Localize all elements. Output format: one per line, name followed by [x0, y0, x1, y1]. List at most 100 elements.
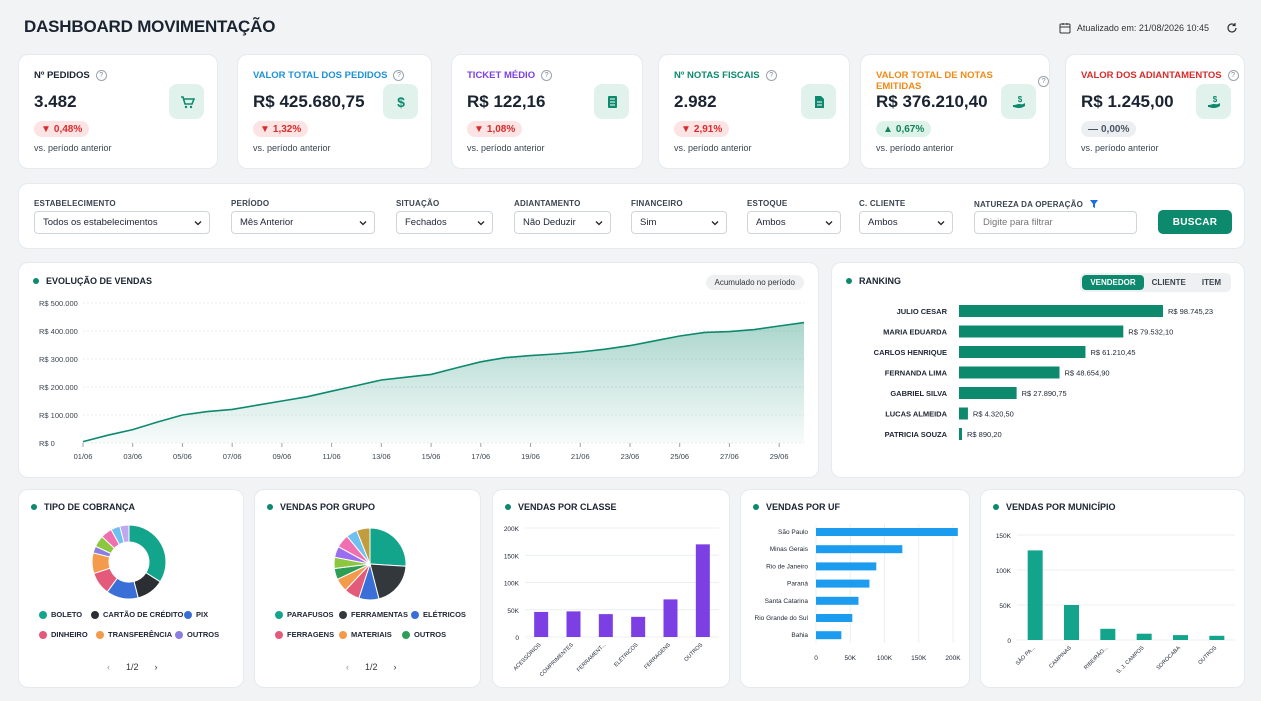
bar: [959, 366, 1060, 379]
bar: [1136, 633, 1152, 640]
trend-icon: ▼: [474, 123, 484, 135]
trend-icon: ▼: [260, 123, 270, 135]
chevron-down-icon: [711, 221, 719, 226]
bar-category-label: Bahia: [791, 632, 808, 639]
chevron-left-icon[interactable]: ‹: [346, 662, 349, 672]
help-icon[interactable]: ?: [765, 70, 777, 81]
kpi-delta: 1,08%: [486, 123, 516, 135]
help-icon[interactable]: ?: [95, 70, 107, 81]
kpi-delta-badge: ▲ 0,67%: [876, 121, 932, 137]
legend-item: DINHEIRO: [39, 630, 88, 639]
vendas-grupo-title: VENDAS POR GRUPO: [267, 502, 375, 512]
trend-icon: ▼: [41, 123, 51, 135]
chevron-down-icon: [937, 221, 945, 226]
x-tick-label: CAMPINAS: [1048, 645, 1073, 670]
y-tick-label: 0: [1007, 638, 1011, 645]
select-financeiro[interactable]: Sim: [631, 211, 727, 234]
filter-label-estabelecimento: ESTABELECIMENTO: [34, 199, 116, 208]
legend-label: DINHEIRO: [51, 630, 88, 639]
accumulated-badge: Acumulado no período: [705, 275, 804, 290]
bar-category-label: MARIA EDUARDA: [883, 328, 947, 337]
kpi-value: R$ 425.680,75: [253, 92, 365, 111]
x-tick-label: 05/06: [173, 452, 192, 461]
svg-text:$: $: [1212, 95, 1217, 104]
chevron-down-icon: [359, 221, 367, 226]
y-tick-label: R$ 400.000: [39, 327, 78, 336]
legend-item: CARTÃO DE CRÉDITO: [91, 610, 183, 619]
x-tick-label: 100K: [877, 655, 893, 662]
x-tick-label: OUTROS: [683, 642, 704, 663]
select-estoque[interactable]: Ambos: [747, 211, 841, 234]
select-adiantamento[interactable]: Não Deduzir: [514, 211, 611, 234]
ranking-chart: JULIO CESAR R$ 98.745,23 MARIA EDUARDA R$ 7…: [874, 305, 1213, 440]
section-dot: [753, 504, 759, 510]
kpi-value: 2.982: [674, 92, 717, 111]
legend-label: BOLETO: [51, 610, 83, 619]
chevron-left-icon[interactable]: ‹: [107, 662, 110, 672]
page-indicator: 1/2: [126, 662, 139, 672]
select-periodo[interactable]: Mês Anterior: [231, 211, 375, 234]
bar: [959, 346, 1086, 358]
svg-text:$: $: [397, 94, 405, 110]
bar-value-label: R$ 98.745,23: [1168, 307, 1213, 316]
bar-category-label: PATRICIA SOUZA: [885, 430, 948, 439]
x-tick-label: 03/06: [123, 452, 142, 461]
refresh-button[interactable]: [1221, 18, 1243, 38]
select-estabelecimento[interactable]: Todos os estabelecimentos: [34, 211, 210, 234]
bar-value-label: R$ 27.890,75: [1022, 389, 1067, 398]
select-adiantamento-value: Não Deduzir: [523, 217, 576, 228]
filter-label-financeiro: FINANCEIRO: [631, 199, 683, 208]
x-tick-label: SÃO PA...: [1014, 644, 1037, 667]
help-icon[interactable]: ?: [1038, 75, 1049, 87]
x-tick-label: 23/06: [621, 452, 640, 461]
kpi-label: VALOR TOTAL DOS PEDIDOS?: [253, 70, 405, 81]
legend-label: MATERIAIS: [351, 630, 392, 639]
pagination: ‹ 1/2 ›: [346, 662, 397, 672]
x-tick-label: 01/06: [74, 452, 93, 461]
filter-panel: ESTABELECIMENTO Todos os estabelecimento…: [18, 183, 1245, 249]
filter-icon[interactable]: [1089, 199, 1099, 209]
kpi-compare: vs. período anterior: [253, 143, 331, 153]
tipo-cobranca-title-text: TIPO DE COBRANÇA: [44, 502, 136, 512]
ranking-title: RANKING: [846, 276, 901, 286]
trend-icon: ▼: [681, 123, 691, 135]
select-situacao[interactable]: Fechados: [396, 211, 493, 234]
bar: [1027, 550, 1043, 640]
select-cliente[interactable]: Ambos: [859, 211, 953, 234]
kpi-icon: $: [1001, 84, 1036, 119]
chevron-down-icon: [477, 221, 485, 226]
help-icon[interactable]: ?: [541, 70, 553, 81]
kpi-card: TICKET MÉDIO? R$ 122,16 ▼ 1,08% vs. perío…: [451, 54, 643, 169]
chevron-right-icon[interactable]: ›: [393, 662, 397, 672]
kpi-icon: [801, 84, 836, 119]
kpi-value: R$ 122,16: [467, 92, 546, 111]
tab-vendedor[interactable]: VENDEDOR: [1082, 275, 1144, 290]
legend-item: BOLETO: [39, 610, 82, 619]
tab-cliente[interactable]: CLIENTE: [1151, 278, 1186, 287]
y-tick-label: R$ 300.000: [39, 355, 78, 364]
help-icon[interactable]: ?: [393, 70, 405, 81]
x-tick-label: COMPRIMENTES: [539, 642, 575, 678]
search-button[interactable]: BUSCAR: [1158, 210, 1232, 234]
legend-label: OUTROS: [187, 630, 220, 639]
kpi-card: VALOR DOS ADIANTAMENTOS? R$ 1.245,00 $ —…: [1065, 54, 1245, 169]
vendas-grupo-chart: [333, 527, 407, 601]
bar: [816, 596, 859, 605]
kpi-label-text: Nº NOTAS FISCAIS: [674, 70, 760, 81]
vendas-uf-title-text: VENDAS POR UF: [766, 502, 841, 512]
legend-dot: [184, 610, 192, 619]
document-icon: [814, 95, 824, 108]
natureza-input[interactable]: [974, 211, 1137, 234]
chevron-right-icon[interactable]: ›: [154, 662, 158, 672]
bar: [816, 562, 877, 571]
help-icon[interactable]: ?: [1227, 70, 1239, 81]
pie-slice: [356, 527, 371, 565]
section-dot: [993, 504, 999, 510]
x-tick-label: 29/06: [770, 452, 789, 461]
bar-category-label: JULIO CESAR: [897, 307, 948, 316]
kpi-icon: $: [1196, 84, 1231, 119]
tab-item[interactable]: ITEM: [1201, 278, 1221, 287]
kpi-delta-badge: ▼ 0,48%: [34, 121, 90, 137]
legend-label: FERRAMENTAS: [351, 610, 408, 619]
bar: [631, 616, 646, 637]
